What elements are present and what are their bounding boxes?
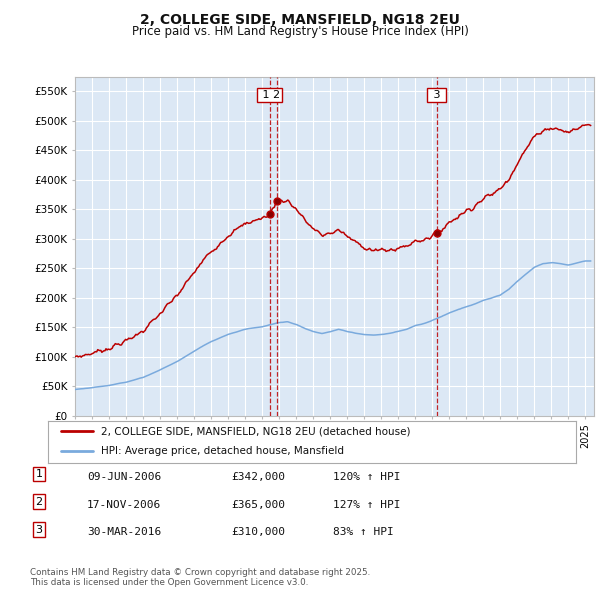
Text: 09-JUN-2006: 09-JUN-2006 [87, 472, 161, 482]
Text: Price paid vs. HM Land Registry's House Price Index (HPI): Price paid vs. HM Land Registry's House … [131, 25, 469, 38]
Text: 120% ↑ HPI: 120% ↑ HPI [333, 472, 401, 482]
Text: £310,000: £310,000 [231, 527, 285, 537]
Text: 83% ↑ HPI: 83% ↑ HPI [333, 527, 394, 537]
Text: 127% ↑ HPI: 127% ↑ HPI [333, 500, 401, 510]
Text: 30-MAR-2016: 30-MAR-2016 [87, 527, 161, 537]
Text: 3: 3 [35, 525, 43, 535]
Text: 17-NOV-2006: 17-NOV-2006 [87, 500, 161, 510]
Text: 1: 1 [35, 469, 43, 479]
Text: 2, COLLEGE SIDE, MANSFIELD, NG18 2EU: 2, COLLEGE SIDE, MANSFIELD, NG18 2EU [140, 13, 460, 27]
Text: £342,000: £342,000 [231, 472, 285, 482]
Text: 2, COLLEGE SIDE, MANSFIELD, NG18 2EU (detached house): 2, COLLEGE SIDE, MANSFIELD, NG18 2EU (de… [101, 427, 410, 436]
Text: 3: 3 [430, 90, 443, 100]
Text: 2: 2 [35, 497, 43, 507]
Text: HPI: Average price, detached house, Mansfield: HPI: Average price, detached house, Mans… [101, 446, 344, 456]
Text: Contains HM Land Registry data © Crown copyright and database right 2025.
This d: Contains HM Land Registry data © Crown c… [30, 568, 370, 587]
Text: 1 2: 1 2 [259, 90, 280, 100]
Text: £365,000: £365,000 [231, 500, 285, 510]
